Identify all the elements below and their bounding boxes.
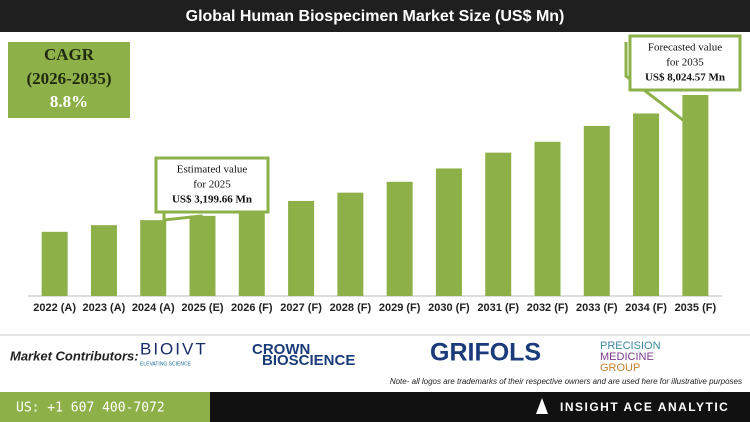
logo-grifols: GRIFOLS bbox=[430, 339, 541, 367]
logo-precision: PRECISION bbox=[600, 340, 661, 352]
cagr-period: (2026-2035) bbox=[27, 69, 112, 88]
brand: INSIGHT ACE ANALYTIC bbox=[560, 400, 729, 414]
note: Note- all logos are trademarks of their … bbox=[390, 377, 742, 386]
footer-right bbox=[210, 392, 750, 422]
callout-line bbox=[624, 42, 691, 127]
brand-icon bbox=[536, 398, 548, 414]
callout-box bbox=[154, 156, 270, 214]
x-tick-label: 2022 (A) bbox=[33, 302, 76, 314]
x-tick-label: 2033 (F) bbox=[576, 302, 618, 314]
logo-crown: CROWN bbox=[252, 341, 310, 358]
bar bbox=[189, 215, 216, 296]
logo-bioivt: BIOIVT bbox=[140, 339, 208, 358]
bar bbox=[41, 231, 68, 296]
cagr-box bbox=[8, 42, 130, 118]
footer-left bbox=[0, 392, 210, 422]
cagr-value: 8.8% bbox=[50, 92, 88, 111]
callout-text: for 2025 bbox=[193, 179, 231, 191]
bar bbox=[288, 200, 315, 296]
bar bbox=[337, 192, 364, 296]
logo-bioivt-tag: ELEVATING SCIENCE bbox=[140, 361, 192, 367]
contributors-label: Market Contributors: bbox=[10, 348, 139, 363]
x-tick-label: 2024 (A) bbox=[132, 302, 175, 314]
phone: US: +1 607 400-7072 bbox=[16, 401, 165, 416]
x-tick-label: 2029 (F) bbox=[379, 302, 421, 314]
logo-bioscience: BIOSCIENCE bbox=[262, 352, 355, 369]
cagr-label: CAGR bbox=[44, 45, 95, 64]
callout-text: US$ 8,024.57 Mn bbox=[645, 72, 725, 84]
x-tick-label: 2034 (F) bbox=[625, 302, 667, 314]
bar bbox=[435, 168, 462, 296]
title-bar bbox=[0, 0, 750, 32]
callout-box bbox=[628, 34, 742, 92]
bar bbox=[633, 113, 660, 296]
callout-text: Forecasted value bbox=[648, 42, 722, 54]
bar bbox=[140, 220, 167, 296]
logo-medicine: MEDICINE bbox=[600, 351, 654, 363]
x-tick-label: 2028 (F) bbox=[330, 302, 372, 314]
bar bbox=[238, 209, 265, 296]
x-tick-label: 2035 (F) bbox=[675, 302, 717, 314]
x-tick-label: 2030 (F) bbox=[428, 302, 470, 314]
bar bbox=[386, 181, 413, 296]
callout-text: for 2035 bbox=[666, 57, 704, 69]
x-tick-label: 2026 (F) bbox=[231, 302, 273, 314]
callout-line bbox=[162, 212, 203, 222]
callout-text: US$ 3,199.66 Mn bbox=[172, 194, 252, 206]
x-tick-label: 2025 (E) bbox=[181, 302, 224, 314]
bar bbox=[90, 225, 117, 296]
x-tick-label: 2027 (F) bbox=[280, 302, 322, 314]
x-tick-label: 2023 (A) bbox=[83, 302, 126, 314]
bar bbox=[485, 152, 512, 296]
chart-title: Global Human Biospecimen Market Size (US… bbox=[186, 8, 565, 25]
x-tick-label: 2031 (F) bbox=[477, 302, 519, 314]
logo-group: GROUP bbox=[600, 362, 640, 374]
bar bbox=[583, 125, 610, 297]
bar bbox=[682, 95, 709, 296]
x-tick-label: 2032 (F) bbox=[527, 302, 569, 314]
callout-text: Estimated value bbox=[177, 164, 248, 176]
bar bbox=[534, 141, 561, 296]
